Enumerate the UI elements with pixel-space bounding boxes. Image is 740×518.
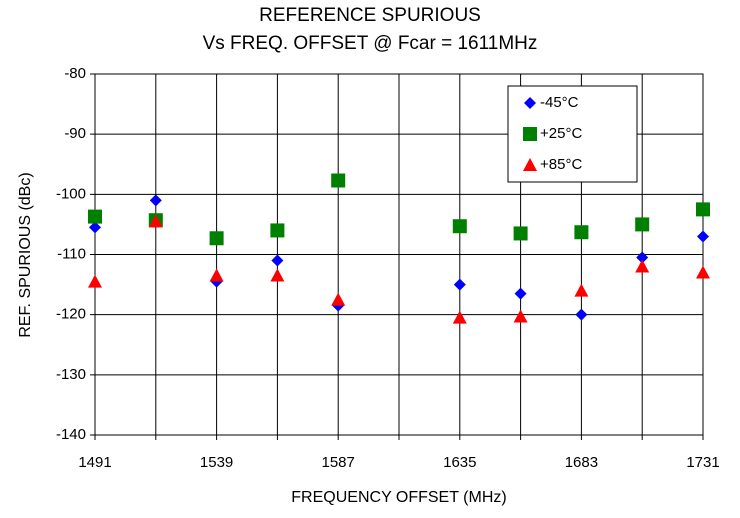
x-tick-label: 1635 xyxy=(443,454,476,471)
y-tick-label: -90 xyxy=(64,125,86,142)
data-point xyxy=(696,265,710,279)
legend-label: -45°C xyxy=(540,94,579,111)
data-point xyxy=(635,217,650,232)
data-point xyxy=(89,221,101,234)
legend-marker xyxy=(523,158,537,171)
y-tick-label: -110 xyxy=(57,245,86,262)
data-point xyxy=(574,225,589,240)
chart-title: REFERENCE SPURIOUS xyxy=(259,5,481,26)
x-tick-label: 1731 xyxy=(686,454,719,471)
data-point xyxy=(149,194,162,207)
data-point xyxy=(209,231,224,246)
chart-subtitle: Vs FREQ. OFFSET @ Fcar = 1611MHz xyxy=(203,33,538,54)
y-tick-label: -140 xyxy=(56,426,86,443)
data-point xyxy=(636,251,649,264)
data-point xyxy=(331,173,346,188)
data-point xyxy=(270,223,285,238)
legend-marker xyxy=(523,127,537,141)
x-tick-label: 1539 xyxy=(200,454,233,471)
y-tick-label: -80 xyxy=(64,65,86,82)
x-axis-label: FREQUENCY OFFSET (MHz) xyxy=(291,489,506,506)
data-point xyxy=(513,226,528,241)
legend-label: +25°C xyxy=(540,125,582,142)
data-point xyxy=(452,219,467,234)
data-point xyxy=(513,309,528,323)
y-tick-label: -100 xyxy=(56,185,86,202)
data-point xyxy=(575,308,588,321)
data-point xyxy=(88,274,102,288)
data-point xyxy=(514,287,527,300)
data-point xyxy=(88,209,102,224)
data-point xyxy=(331,292,346,306)
data-point xyxy=(452,310,467,324)
data-point xyxy=(148,214,163,228)
x-tick-label: 1587 xyxy=(322,454,355,471)
x-tick-label: 1491 xyxy=(78,454,111,471)
data-point xyxy=(209,268,224,282)
x-tick-label: 1683 xyxy=(565,454,598,471)
y-tick-label: -120 xyxy=(56,306,86,323)
data-point xyxy=(270,268,285,282)
legend-label: +85°C xyxy=(540,156,582,173)
data-point xyxy=(635,259,650,273)
legend-marker xyxy=(524,97,536,109)
data-point xyxy=(696,202,710,217)
data-point xyxy=(271,254,284,267)
data-point xyxy=(574,283,589,297)
data-point xyxy=(453,278,466,291)
y-tick-label: -130 xyxy=(56,366,86,383)
y-axis-label: REF. SPURIOUS (dBc) xyxy=(17,172,34,337)
data-point xyxy=(697,230,709,243)
